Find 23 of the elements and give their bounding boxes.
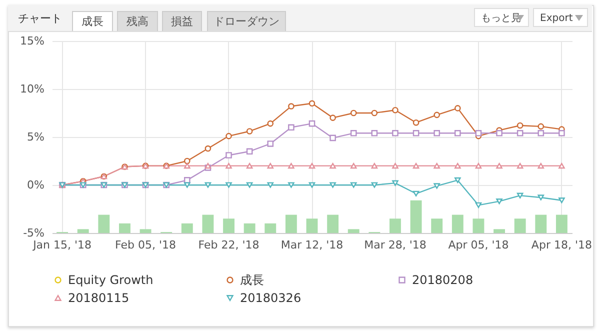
x-tick-label: Mar 12, '18 xyxy=(280,238,344,252)
x-tick-label: Apr 18, '18 xyxy=(531,238,592,252)
y-tick-label: 15% xyxy=(20,34,44,48)
x-tick-label: Apr 05, '18 xyxy=(448,238,509,252)
text: 残高 xyxy=(117,11,158,31)
text: 損益 xyxy=(162,11,202,31)
x-tick-label: Jan 15, '18 xyxy=(32,238,92,252)
y-tick-label: 5% xyxy=(27,130,44,144)
legend-label: 成長 xyxy=(240,273,264,287)
legend-label: 20180115 xyxy=(68,291,130,305)
y-tick-label: 10% xyxy=(20,82,44,96)
x-tick-label: Feb 05, '18 xyxy=(115,238,176,252)
text: ドローダウン xyxy=(207,11,286,31)
x-tick-label: Feb 22, '18 xyxy=(198,238,260,252)
y-tick-label: -5% xyxy=(23,226,44,240)
legend-label: 20180208 xyxy=(412,273,474,287)
x-tick-label: Mar 28, '18 xyxy=(364,238,426,252)
chart-title: チャート xyxy=(18,11,62,26)
legend-label: 20180326 xyxy=(240,291,302,305)
text: Export xyxy=(540,13,573,24)
y-tick-label: 0% xyxy=(27,178,44,192)
legend-label: Equity Growth xyxy=(68,273,154,287)
text: 成長 xyxy=(72,11,113,31)
